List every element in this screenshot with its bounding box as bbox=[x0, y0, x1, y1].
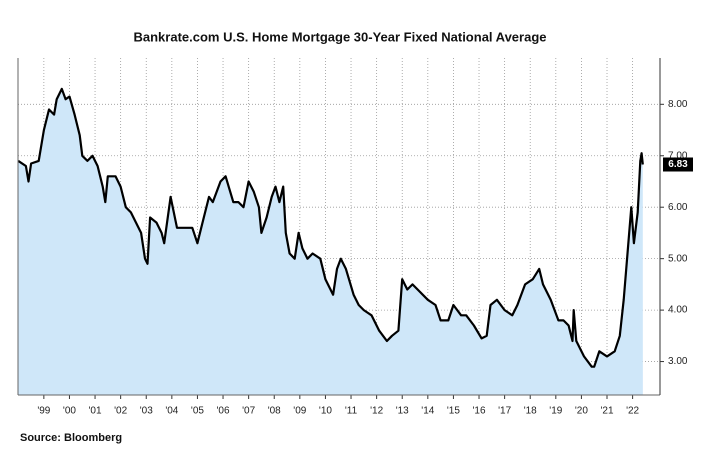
x-tick-label: '15 bbox=[447, 406, 460, 417]
y-tick-label: 4.00 bbox=[668, 305, 688, 316]
source: Source: Bloomberg bbox=[20, 432, 122, 444]
x-tick-label: '13 bbox=[396, 406, 409, 417]
x-tick-label: '17 bbox=[498, 406, 511, 417]
x-tick-label: '02 bbox=[114, 406, 127, 417]
x-tick-label: '07 bbox=[242, 406, 255, 417]
x-tick-label: '19 bbox=[549, 406, 562, 417]
x-tick-label: '06 bbox=[217, 406, 230, 417]
x-tick-label: '03 bbox=[140, 406, 153, 417]
x-tick-label: '18 bbox=[524, 406, 537, 417]
y-tick-label: 3.00 bbox=[668, 356, 688, 367]
x-tick-label: '20 bbox=[575, 406, 588, 417]
x-tick-label: '12 bbox=[370, 406, 383, 417]
chart-title: Bankrate.com U.S. Home Mortgage 30-Year … bbox=[133, 29, 546, 44]
y-tick-label: 6.00 bbox=[668, 202, 688, 213]
y-tick-label: 7.00 bbox=[668, 150, 688, 161]
x-tick-label: '08 bbox=[268, 406, 281, 417]
current-label-box bbox=[663, 157, 693, 172]
x-tick-label: '04 bbox=[165, 406, 178, 417]
area-fill bbox=[18, 88, 643, 396]
x-tick-label: '99 bbox=[37, 406, 50, 417]
x-tick-label: '22 bbox=[626, 406, 639, 417]
y-tick-label: 8.00 bbox=[668, 99, 688, 110]
x-tick-label: '09 bbox=[293, 406, 306, 417]
x-tick-label: '14 bbox=[421, 406, 434, 417]
y-tick-label: 5.00 bbox=[668, 253, 688, 264]
x-tick-label: '00 bbox=[63, 406, 76, 417]
x-tick-label: '21 bbox=[600, 406, 613, 417]
x-tick-label: '10 bbox=[319, 406, 332, 417]
x-tick-label: '01 bbox=[89, 406, 102, 417]
x-tick-label: '05 bbox=[191, 406, 204, 417]
x-tick-label: '16 bbox=[472, 406, 485, 417]
line bbox=[17, 87, 644, 368]
current-label: 6.83 bbox=[668, 159, 688, 170]
x-tick-label: '11 bbox=[345, 406, 358, 417]
